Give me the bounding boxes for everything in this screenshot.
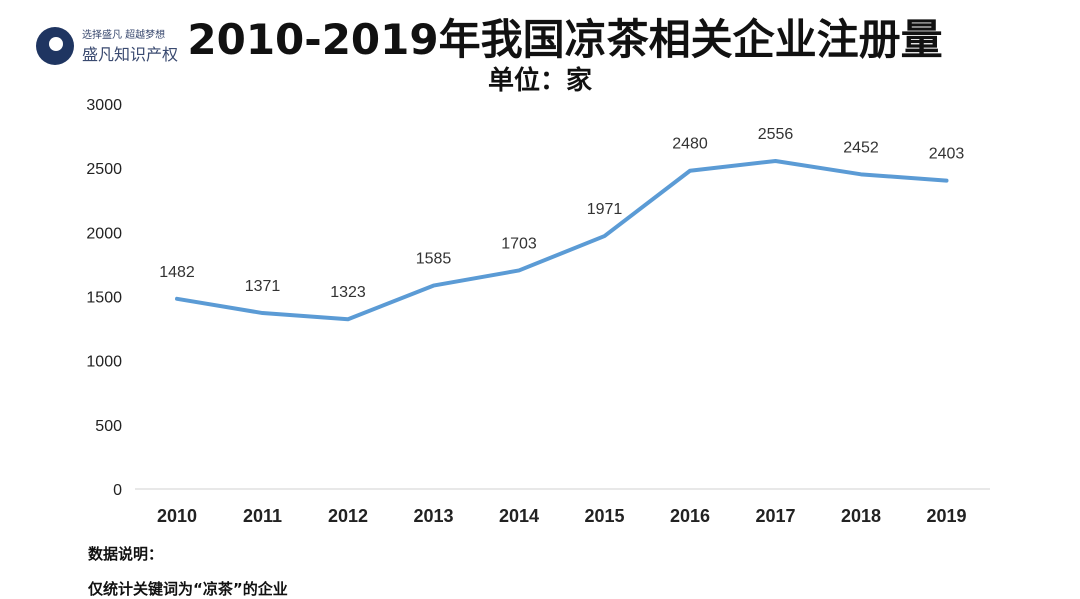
notes-text: 仅统计关键词为“凉茶”的企业	[88, 580, 288, 598]
x-tick-label: 2011	[243, 506, 282, 526]
chart-title: 2010-2019年我国凉茶相关企业注册量	[187, 15, 943, 64]
y-tick-label: 2500	[86, 161, 122, 178]
notes-heading: 数据说明：	[88, 545, 164, 563]
data-label: 2480	[672, 136, 708, 153]
data-label: 1971	[587, 201, 623, 218]
x-tick-label: 2014	[499, 506, 539, 526]
y-tick-label: 500	[95, 418, 122, 435]
x-tick-label: 2019	[926, 506, 966, 526]
y-tick-label: 1500	[86, 290, 122, 307]
series-line	[175, 158, 949, 322]
y-tick-label: 2000	[86, 225, 122, 242]
x-tick-label: 2013	[413, 506, 453, 526]
logo-icon	[36, 26, 74, 65]
logo-slogan: 选择盛凡 超越梦想	[82, 30, 166, 41]
logo: 选择盛凡 超越梦想 盛凡知识产权	[36, 26, 178, 65]
logo-name: 盛凡知识产权	[82, 45, 179, 64]
x-tick-label: 2017	[755, 506, 795, 526]
data-label: 1703	[501, 235, 537, 252]
data-label: 1482	[159, 264, 195, 281]
x-tick-label: 2016	[670, 506, 710, 526]
y-tick-label: 0	[113, 482, 122, 499]
data-label: 2403	[929, 146, 965, 163]
y-tick-label: 3000	[86, 97, 122, 114]
x-tick-label: 2012	[328, 506, 368, 526]
chart-subtitle: 单位：家	[487, 66, 592, 96]
x-tick-label: 2010	[157, 506, 197, 526]
y-tick-label: 1000	[86, 354, 122, 371]
x-tick-label: 2015	[584, 506, 624, 526]
data-label: 1371	[245, 278, 281, 295]
data-label: 1323	[330, 284, 366, 301]
data-label: 2556	[758, 126, 794, 143]
x-tick-label: 2018	[841, 506, 881, 526]
data-label: 1585	[416, 251, 452, 268]
data-label: 2452	[843, 139, 879, 156]
